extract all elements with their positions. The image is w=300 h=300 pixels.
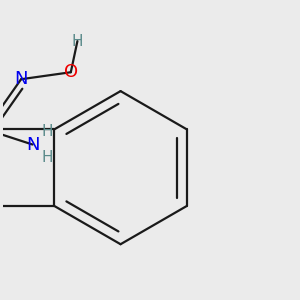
Text: H: H xyxy=(42,150,53,165)
Text: N: N xyxy=(14,70,28,88)
Text: H: H xyxy=(72,34,83,49)
Text: N: N xyxy=(26,136,39,154)
Text: O: O xyxy=(64,63,78,81)
Text: H: H xyxy=(42,124,53,139)
